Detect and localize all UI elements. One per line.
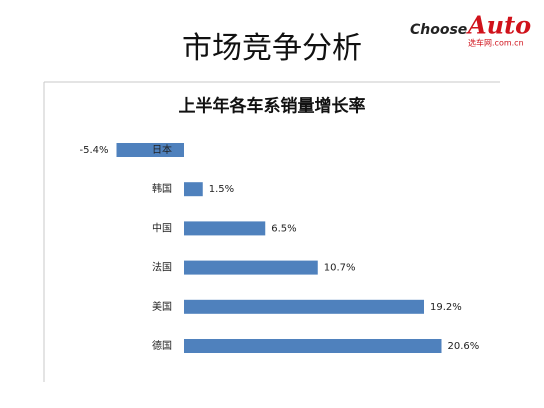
logo-brand-2: Auto: [466, 11, 531, 40]
value-label: 1.5%: [209, 184, 234, 195]
slide-title: 市场竞争分析: [182, 31, 362, 66]
category-label: 中国: [152, 221, 172, 234]
value-label: 6.5%: [271, 223, 296, 234]
value-label: -5.4%: [79, 145, 108, 156]
bar: [116, 143, 184, 157]
value-label: 10.7%: [324, 263, 356, 274]
category-label: 日本: [152, 143, 172, 156]
logo-site: 选车网.com.cn: [468, 38, 524, 48]
chart-title: 上半年各车系销量增长率: [179, 96, 366, 117]
value-label: 20.6%: [448, 341, 480, 352]
bar: [184, 260, 318, 275]
value-label: 19.2%: [430, 302, 462, 313]
logo-brand-1: Choose: [410, 22, 467, 38]
category-label: 美国: [152, 300, 172, 313]
bar: [184, 221, 266, 236]
bar: [184, 299, 424, 314]
bar: [184, 182, 203, 197]
category-label: 韩国: [152, 182, 172, 195]
category-label: 德国: [152, 339, 172, 352]
category-label: 法国: [152, 261, 172, 274]
bar: [184, 339, 442, 353]
